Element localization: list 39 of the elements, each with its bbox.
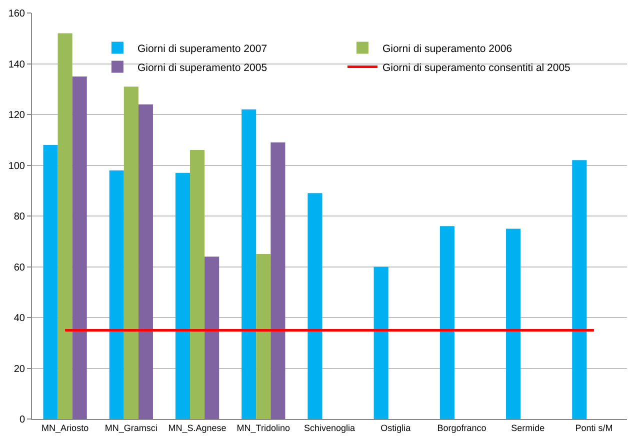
bar [440,226,454,419]
y-tick-label: 40 [14,313,26,324]
bar [308,193,322,419]
y-tick-label: 160 [8,8,26,20]
y-tick-label: 100 [8,160,26,172]
y-tick-label: 80 [14,212,26,222]
bar [204,256,220,419]
bar [58,33,72,419]
bar [109,170,124,419]
bar [374,266,388,419]
bar [242,109,256,419]
y-tick-label: 60 [14,262,26,274]
x-tick-label: Ponti s/M [575,422,613,433]
x-tick-label: Ostiglia [380,422,411,433]
bar [138,104,153,419]
bar [270,142,286,419]
bar [43,144,58,419]
x-tick-label: MN_Ariosto [42,422,89,433]
bar [190,150,205,419]
x-tick-label: MN_Tridolino [236,422,290,433]
y-tick-label: 120 [8,110,26,121]
x-tick-label: MN_Gramsci [104,422,158,433]
x-tick-label: MN_S.Agnese [168,422,226,433]
bar [72,76,87,419]
legend-label: Giorni di superamento consentiti al 2005 [382,62,571,74]
legend-label: Giorni di superamento 2006 [382,42,512,55]
legend-label: Giorni di superamento 2007 [137,42,268,55]
bar [175,172,190,419]
y-tick-label: 140 [8,59,26,70]
bar [124,86,138,419]
y-tick-label: 0 [19,414,26,426]
x-tick-label: Sermide [511,422,545,433]
legend-label: Giorni di superamento 2005 [137,62,268,74]
bar [256,254,271,419]
bar [506,228,521,419]
x-tick-label: Schivenoglia [304,422,356,433]
y-tick-label: 20 [14,364,26,375]
x-tick-label: Borgofranco [437,422,486,433]
bar [572,160,587,419]
